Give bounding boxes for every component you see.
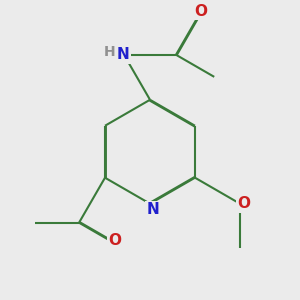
Text: O: O — [238, 196, 251, 211]
Text: O: O — [194, 4, 207, 19]
Text: O: O — [108, 233, 121, 248]
Text: H: H — [104, 45, 115, 59]
Text: N: N — [146, 202, 159, 217]
Text: N: N — [117, 47, 129, 62]
